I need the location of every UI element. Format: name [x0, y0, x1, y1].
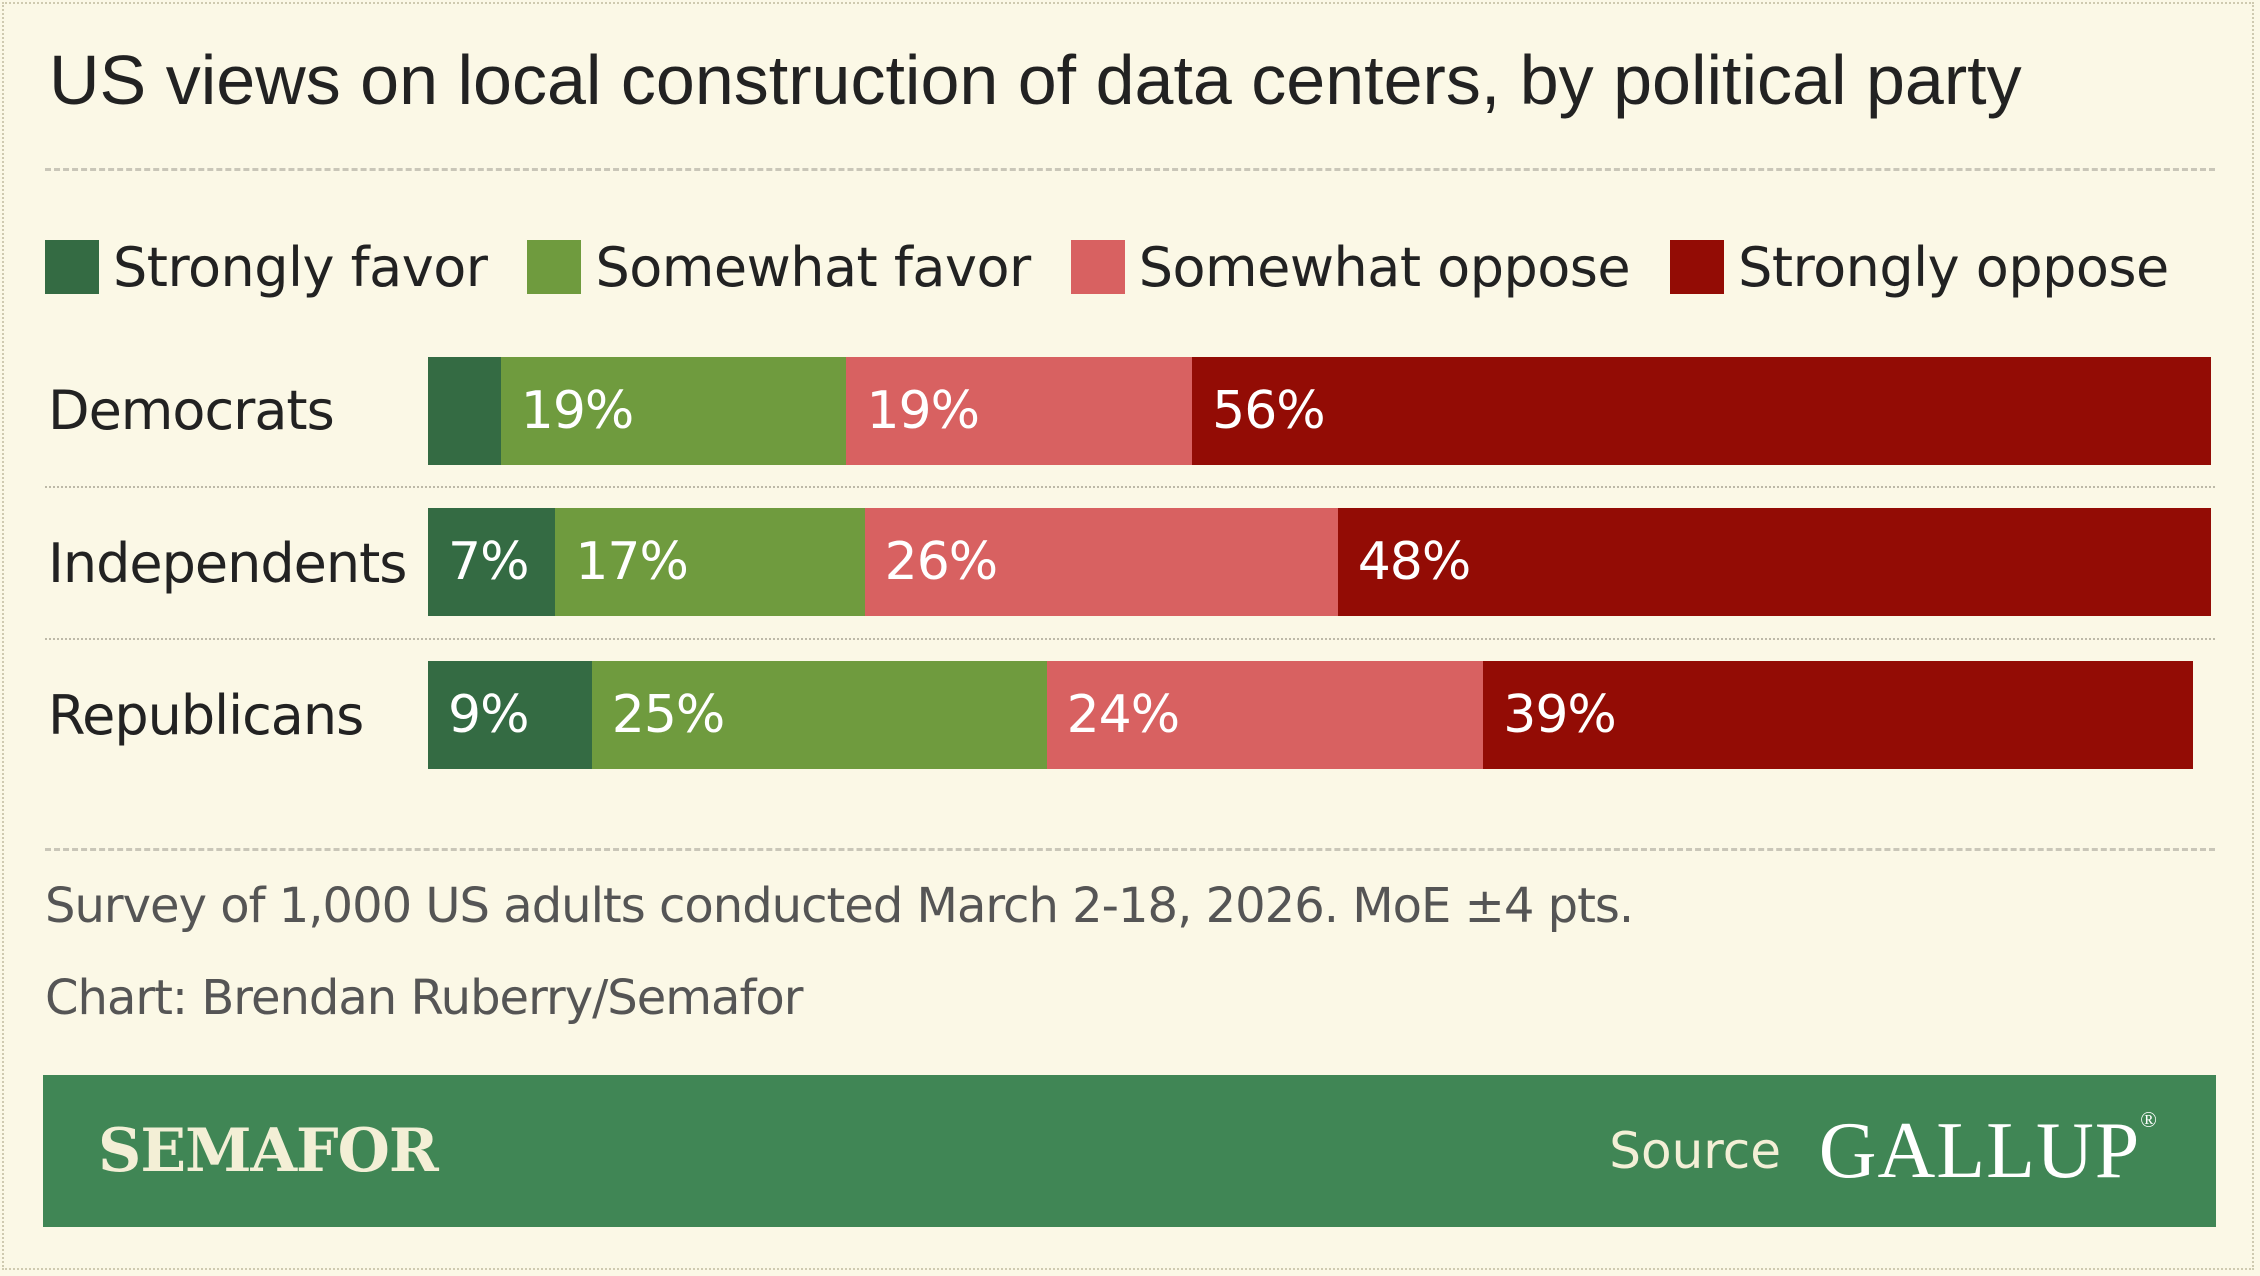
chart-title: US views on local construction of data c…: [49, 41, 2022, 119]
chart-credit: Chart: Brendan Ruberry/Semafor: [45, 970, 803, 1026]
data-label: 26%: [884, 532, 999, 592]
category-label-republicans: Republicans: [48, 684, 364, 747]
legend-swatch: [1670, 240, 1725, 294]
bar-republicans: 9% 25% 24% 39%: [428, 661, 2194, 769]
legend: Strongly favor Somewhat favor Somewhat o…: [45, 232, 2209, 302]
bar-segment: [428, 508, 556, 616]
data-label: 56%: [1212, 381, 1326, 441]
legend-label: Somewhat favor: [595, 235, 1031, 299]
title-divider: [45, 168, 2215, 171]
gallup-logo: GALLUP®: [1819, 1075, 2158, 1227]
bar-segment: [428, 357, 502, 465]
row-separator: [45, 638, 2215, 640]
bar-independents: 7% 17% 26% 48%: [428, 508, 2212, 616]
bar-segment: [846, 357, 1193, 465]
footer-divider: [45, 848, 2215, 851]
survey-note: Survey of 1,000 US adults conducted Marc…: [45, 878, 1634, 934]
legend-item-somewhat-favor: Somewhat favor: [527, 235, 1031, 299]
bar-segment: [591, 661, 1048, 769]
data-label: 19%: [520, 381, 635, 441]
category-label-democrats: Democrats: [48, 379, 335, 442]
legend-swatch: [1070, 240, 1125, 294]
bar-democrats: 19% 19% 56%: [428, 357, 2212, 465]
data-label: 25%: [611, 685, 726, 745]
bar-segment: [500, 357, 847, 465]
legend-swatch: [527, 240, 582, 294]
data-label: 7%: [448, 532, 529, 592]
data-label: 19%: [866, 381, 980, 441]
data-label: 24%: [1066, 685, 1181, 745]
data-label: 48%: [1357, 532, 1472, 592]
source-org-name: GALLUP: [1818, 1107, 2141, 1195]
bar-segment: [1192, 357, 2212, 465]
bar-segment: [1337, 508, 2212, 616]
bar-segment: [864, 508, 1339, 616]
legend-swatch: [45, 240, 99, 294]
category-label-independents: Independents: [48, 532, 407, 595]
registered-mark: ®: [2140, 1107, 2158, 1132]
data-label: 9%: [448, 685, 529, 745]
legend-label: Strongly oppose: [1738, 235, 2169, 299]
source-label: Source: [1609, 1122, 1781, 1180]
data-label: 39%: [1503, 685, 1617, 745]
footer-bar: SEMAFOR Source GALLUP®: [43, 1075, 2216, 1227]
bar-segment: [428, 661, 593, 769]
legend-item-somewhat-oppose: Somewhat oppose: [1070, 235, 1631, 299]
bar-segment: [555, 508, 866, 616]
legend-label: Strongly favor: [113, 235, 488, 299]
data-label: 17%: [575, 532, 689, 592]
legend-item-strongly-favor: Strongly favor: [45, 235, 488, 299]
legend-item-strongly-oppose: Strongly oppose: [1670, 236, 2169, 299]
row-separator: [45, 486, 2215, 488]
bar-segment: [1046, 661, 1484, 769]
semafor-logo: SEMAFOR: [98, 1116, 439, 1186]
bar-segment: [1483, 661, 2194, 769]
legend-label: Somewhat oppose: [1138, 235, 1631, 299]
